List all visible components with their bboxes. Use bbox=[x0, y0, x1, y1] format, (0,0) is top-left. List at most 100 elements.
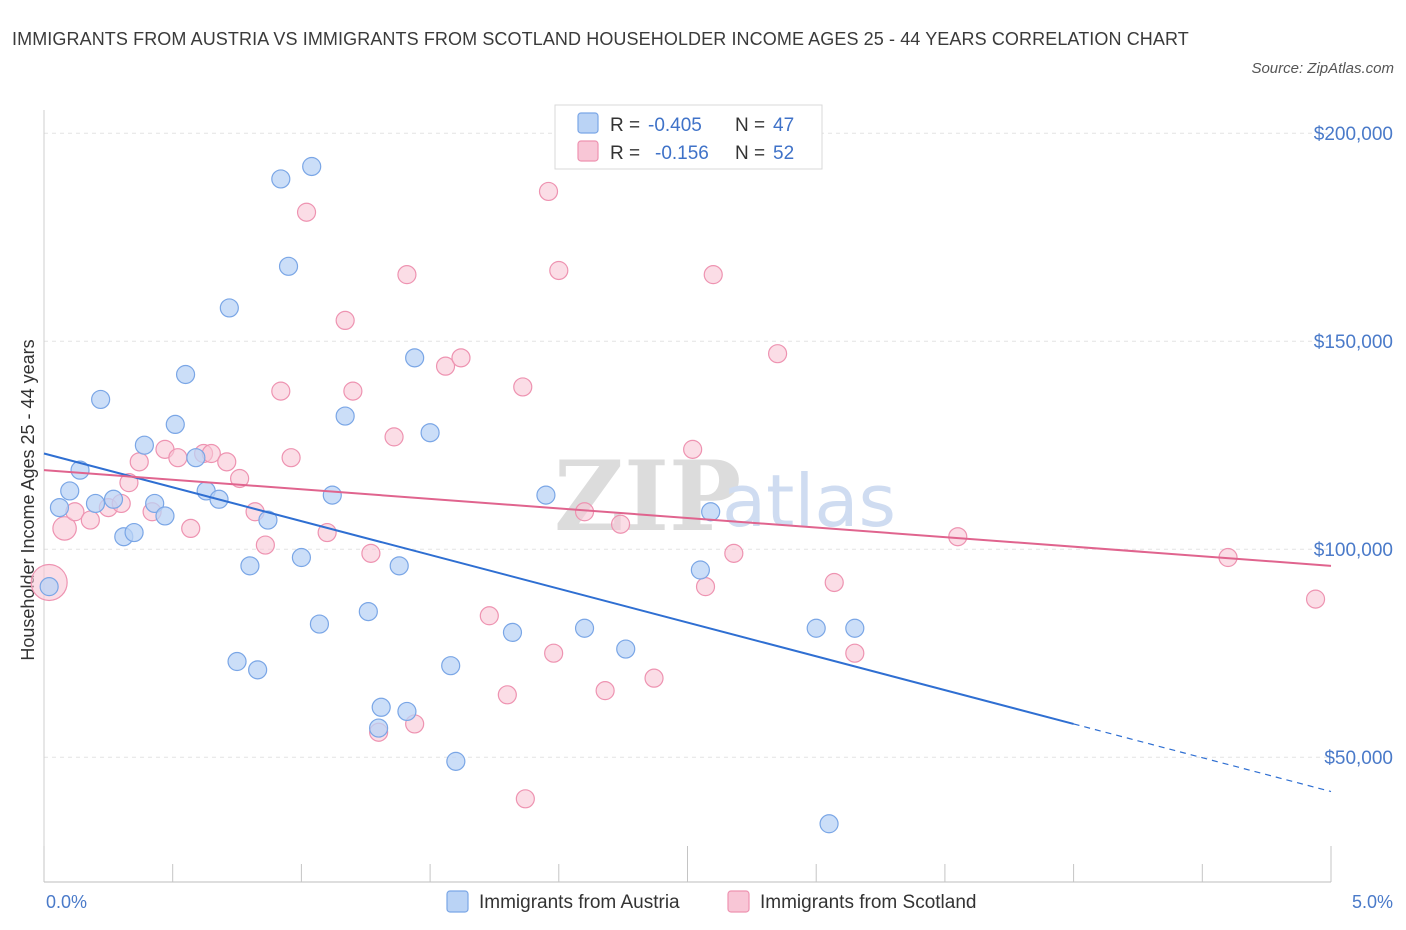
y-tick-label: $150,000 bbox=[1314, 332, 1393, 353]
point-scotland bbox=[703, 265, 723, 285]
point-scotland bbox=[695, 577, 716, 597]
stats-box: R = -0.405 N = 47 R = -0.156 N = 52 bbox=[554, 104, 823, 170]
point-austria bbox=[145, 493, 165, 514]
point-austria bbox=[701, 502, 721, 522]
point-scotland bbox=[119, 473, 139, 493]
point-scotland bbox=[544, 643, 564, 663]
x-tick-label: 0.0% bbox=[46, 892, 87, 912]
point-austria bbox=[389, 556, 409, 576]
point-scotland bbox=[217, 452, 237, 472]
point-scotland bbox=[271, 381, 291, 401]
point-austria bbox=[85, 493, 106, 514]
point-austria bbox=[335, 406, 355, 426]
y-tick-labels: $200,000 $150,000 $100,000 $50,000 bbox=[1314, 124, 1393, 769]
point-austria bbox=[60, 481, 80, 501]
point-scotland bbox=[361, 543, 381, 563]
point-austria bbox=[240, 556, 260, 576]
point-austria bbox=[155, 506, 175, 526]
point-scotland bbox=[497, 685, 517, 705]
point-scotland bbox=[549, 260, 569, 281]
trend-line-austria-extension bbox=[1073, 723, 1332, 793]
point-scotland bbox=[824, 572, 844, 593]
point-austria bbox=[446, 751, 466, 771]
point-austria bbox=[309, 614, 330, 634]
point-scotland bbox=[683, 439, 703, 459]
chart-title: IMMIGRANTS FROM AUSTRIA VS IMMIGRANTS FR… bbox=[12, 29, 1189, 49]
point-austria bbox=[806, 618, 826, 638]
point-scotland bbox=[1305, 589, 1326, 609]
point-austria bbox=[271, 169, 291, 189]
trend-lines bbox=[43, 452, 1332, 793]
point-austria bbox=[397, 701, 417, 722]
y-tick-label: $200,000 bbox=[1314, 124, 1393, 145]
point-austria bbox=[358, 601, 378, 622]
x-tick-label: 5.0% bbox=[1352, 892, 1393, 912]
point-scotland bbox=[724, 543, 744, 563]
point-austria bbox=[165, 414, 185, 434]
point-austria bbox=[39, 577, 59, 597]
point-scotland bbox=[335, 310, 355, 330]
point-austria bbox=[175, 364, 196, 385]
watermark-atlas: atlas bbox=[722, 459, 896, 543]
point-austria bbox=[278, 256, 299, 276]
point-scotland bbox=[281, 448, 301, 468]
point-scotland bbox=[513, 377, 533, 397]
point-austria bbox=[227, 651, 247, 672]
point-scotland bbox=[435, 356, 456, 376]
stats-box-frame bbox=[554, 104, 823, 170]
trend-line-austria bbox=[43, 452, 1074, 725]
watermark-zip: ZIP bbox=[554, 440, 741, 553]
legend-label-austria: Immigrants from Austria bbox=[479, 892, 680, 913]
legend-swatch-scotland bbox=[727, 890, 750, 913]
point-scotland bbox=[255, 535, 275, 555]
stats-r-label-austria: R = bbox=[610, 115, 640, 136]
axes bbox=[43, 110, 1332, 883]
point-austria bbox=[536, 485, 556, 505]
point-scotland bbox=[767, 344, 788, 364]
point-austria bbox=[322, 485, 342, 505]
point-scotland bbox=[168, 448, 188, 468]
point-austria bbox=[186, 448, 206, 468]
x-tick-labels: 0.0% 5.0% bbox=[46, 892, 1393, 912]
point-scotland bbox=[610, 514, 631, 534]
point-scotland bbox=[845, 643, 865, 663]
point-scotland bbox=[538, 181, 559, 202]
point-austria bbox=[502, 622, 523, 643]
point-austria bbox=[219, 298, 239, 318]
stats-n-scotland: 52 bbox=[773, 143, 794, 164]
legend-label-scotland: Immigrants from Scotland bbox=[760, 892, 976, 913]
point-scotland bbox=[479, 606, 499, 626]
point-scotland bbox=[129, 452, 149, 472]
stats-n-label-scotland: N = bbox=[735, 143, 765, 164]
point-austria bbox=[302, 156, 322, 177]
point-scotland bbox=[230, 468, 250, 489]
point-scotland bbox=[397, 265, 417, 285]
point-austria bbox=[371, 697, 391, 717]
point-austria bbox=[49, 498, 70, 518]
point-austria bbox=[616, 639, 636, 659]
point-austria bbox=[574, 618, 595, 638]
point-scotland bbox=[451, 348, 471, 368]
y-tick-label: $50,000 bbox=[1324, 748, 1393, 769]
source-label: Source: ZipAtlas.com bbox=[1251, 60, 1394, 77]
point-austria bbox=[441, 656, 461, 676]
points-austria bbox=[39, 156, 865, 834]
stats-r-austria: -0.405 bbox=[648, 115, 702, 136]
y-tick-label: $100,000 bbox=[1314, 540, 1393, 561]
point-scotland bbox=[52, 516, 77, 541]
stats-swatch-scotland bbox=[577, 140, 599, 162]
y-axis-label: Householder Income Ages 25 - 44 years bbox=[18, 339, 38, 660]
point-scotland bbox=[181, 518, 201, 539]
stats-r-label-scotland: R = bbox=[610, 143, 640, 164]
point-austria bbox=[690, 560, 710, 580]
point-austria bbox=[405, 348, 425, 368]
point-austria bbox=[845, 618, 865, 638]
point-scotland bbox=[384, 427, 404, 447]
legend: Immigrants from Austria Immigrants from … bbox=[446, 890, 976, 913]
point-austria bbox=[291, 547, 311, 568]
point-austria bbox=[420, 423, 440, 443]
points-scotland bbox=[30, 181, 1326, 809]
point-scotland bbox=[343, 381, 363, 401]
point-austria bbox=[369, 718, 389, 738]
watermark: ZIP atlas bbox=[554, 440, 896, 553]
